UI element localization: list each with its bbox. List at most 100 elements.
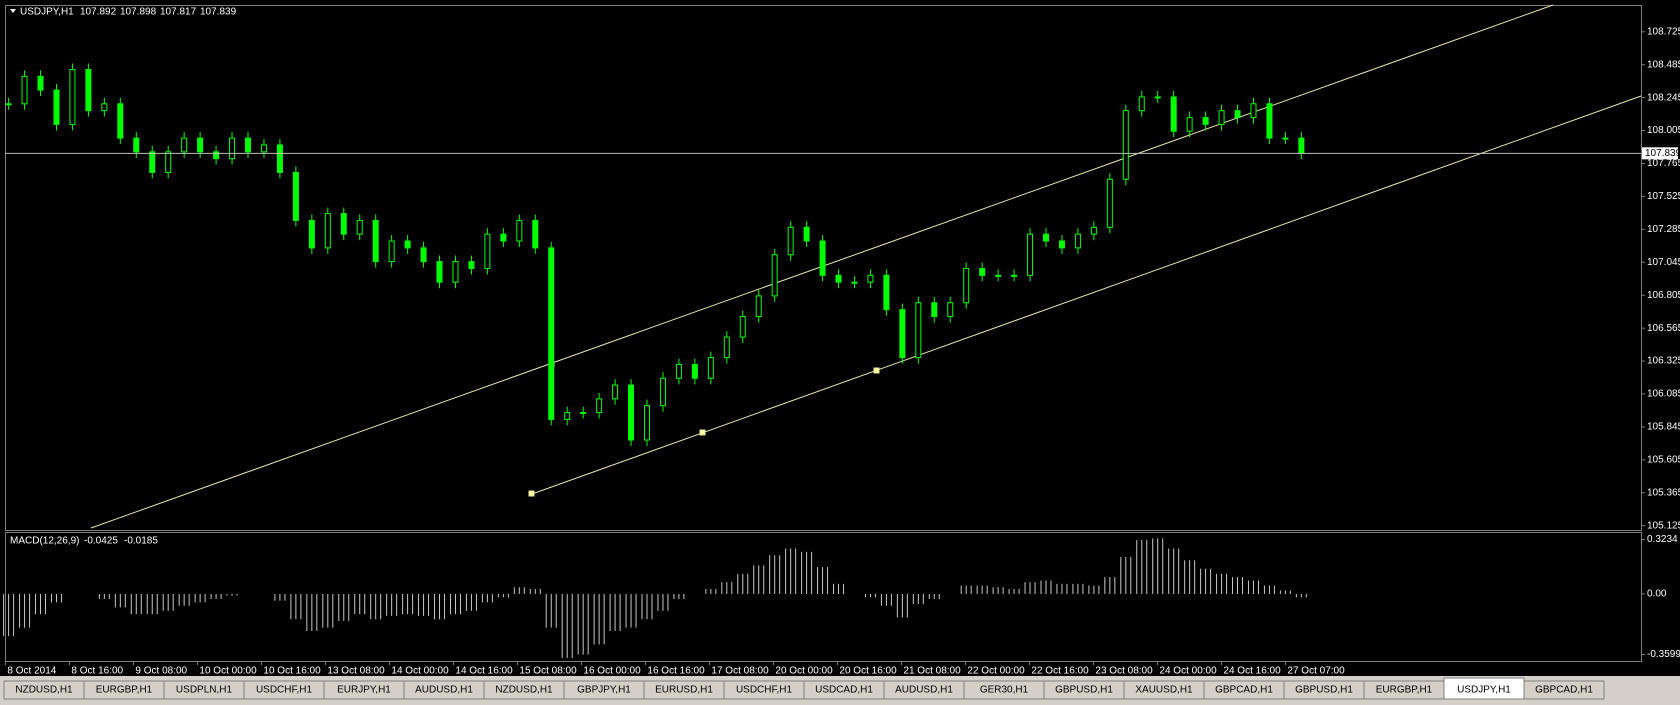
- x-tick-label: 22 Oct 00:00: [967, 666, 1025, 677]
- tab[interactable]: USDCAD,H1: [803, 680, 885, 700]
- candle: [133, 137, 140, 153]
- candle: [1202, 117, 1209, 125]
- x-tick-label: 8 Oct 16:00: [71, 666, 123, 677]
- ohlc-reading: 107.898: [120, 7, 157, 18]
- candle: [197, 137, 204, 153]
- x-tick-label: 21 Oct 08:00: [903, 666, 961, 677]
- tab-label: XAUUSD,H1: [1135, 685, 1193, 696]
- tab[interactable]: EURGBP,H1: [83, 680, 165, 700]
- x-tick-label: 14 Oct 00:00: [391, 666, 449, 677]
- candle: [484, 233, 491, 269]
- tab[interactable]: EURUSD,H1: [643, 680, 725, 700]
- anchor: [699, 429, 706, 436]
- tab[interactable]: USDCHF,H1: [243, 680, 325, 700]
- candle: [803, 226, 810, 242]
- candle: [1058, 240, 1065, 249]
- candle: [644, 405, 650, 441]
- y-tick-label: 108.485: [1647, 59, 1680, 70]
- ohlc-reading: 107.839: [200, 7, 237, 18]
- candle: [851, 281, 858, 284]
- price-box: [1642, 147, 1678, 160]
- tab[interactable]: XAUUSD,H1: [1123, 680, 1205, 700]
- tab[interactable]: USDJPY,H1: [1443, 677, 1525, 700]
- candle: [165, 151, 172, 173]
- candle: [947, 302, 954, 317]
- x-tick-label: 24 Oct 00:00: [1159, 666, 1217, 677]
- x-tick-label: 24 Oct 16:00: [1223, 666, 1281, 677]
- candle: [1043, 233, 1049, 242]
- y-tick-label: 105.605: [1647, 455, 1680, 466]
- tab-label: NZDUSD,H1: [15, 685, 73, 696]
- y-tick-label: 106.325: [1647, 356, 1680, 367]
- x-tick-label: 14 Oct 16:00: [455, 666, 513, 677]
- tab[interactable]: GBPCAD,H1: [1203, 680, 1285, 700]
- tab[interactable]: AUDUSD,H1: [403, 680, 485, 700]
- candle: [691, 364, 698, 379]
- candle: [675, 364, 682, 379]
- tab[interactable]: USDCHF,H1: [723, 680, 805, 700]
- y-tick-label: 108.005: [1647, 125, 1680, 136]
- candle: [612, 384, 619, 400]
- candle: [69, 68, 76, 125]
- candle: [324, 213, 331, 249]
- tab-label: EURJPY,H1: [337, 685, 391, 696]
- tab[interactable]: GER30,H1: [963, 680, 1045, 700]
- candle: [276, 144, 283, 173]
- tab-label: AUDUSD,H1: [895, 685, 953, 696]
- candle: [21, 75, 28, 105]
- y-tick-label: 106.565: [1647, 323, 1680, 334]
- tab[interactable]: EURJPY,H1: [323, 680, 405, 700]
- candle: [1250, 103, 1257, 119]
- candle: [963, 267, 970, 304]
- candle: [931, 302, 938, 317]
- x-tick-label: 9 Oct 08:00: [135, 666, 187, 677]
- candle: [707, 357, 714, 379]
- tab-label: GBPUSD,H1: [1295, 685, 1353, 696]
- candle: [899, 309, 906, 359]
- candle: [468, 261, 475, 269]
- tab-label: USDCHF,H1: [256, 685, 313, 696]
- tab-label: USDJPY,H1: [1457, 685, 1511, 696]
- candle: [260, 144, 267, 153]
- tab[interactable]: GBPUSD,H1: [1043, 680, 1125, 700]
- x-tick-label: 16 Oct 16:00: [647, 666, 705, 677]
- candle: [1170, 96, 1177, 132]
- candle: [1266, 103, 1273, 139]
- candle: [500, 233, 507, 242]
- tab[interactable]: GBPJPY,H1: [563, 680, 645, 700]
- tab[interactable]: EURGBP,H1: [1363, 680, 1445, 700]
- ohlc-reading: 107.817: [160, 7, 197, 18]
- candle: [149, 151, 156, 173]
- candle: [356, 219, 363, 235]
- price-label: 107.839: [1645, 148, 1680, 159]
- tab[interactable]: USDPLN,H1: [163, 680, 245, 700]
- tab[interactable]: NZDUSD,H1: [483, 680, 565, 700]
- tab[interactable]: GBPUSD,H1: [1283, 680, 1365, 700]
- candle: [979, 267, 986, 276]
- candle: [819, 240, 826, 276]
- y-tick-label: 106.805: [1647, 290, 1680, 301]
- x-tick-label: 13 Oct 08:00: [327, 666, 385, 677]
- tab[interactable]: AUDUSD,H1: [883, 680, 965, 700]
- candle: [516, 219, 523, 242]
- tab[interactable]: GBPCAD,H1: [1523, 680, 1605, 700]
- tab-label: USDPLN,H1: [176, 685, 233, 696]
- candle: [835, 274, 842, 283]
- ohlc-reading: 107.892: [80, 7, 117, 18]
- macd-frame: [5, 532, 1642, 662]
- candle: [404, 240, 411, 249]
- x-tick-label: 22 Oct 16:00: [1031, 666, 1089, 677]
- tab-label: USDCAD,H1: [815, 685, 873, 696]
- tab-label: GBPJPY,H1: [577, 685, 631, 696]
- candle: [1122, 110, 1129, 180]
- tab-label: EURGBP,H1: [1376, 685, 1433, 696]
- candle: [564, 412, 571, 420]
- x-tick-label: 15 Oct 08:00: [519, 666, 577, 677]
- tab[interactable]: NZDUSD,H1: [3, 680, 85, 700]
- candle: [1218, 110, 1225, 125]
- y-tick-label: 0.00: [1647, 589, 1667, 600]
- candle: [659, 377, 666, 407]
- candle: [53, 89, 60, 125]
- candle: [580, 412, 587, 415]
